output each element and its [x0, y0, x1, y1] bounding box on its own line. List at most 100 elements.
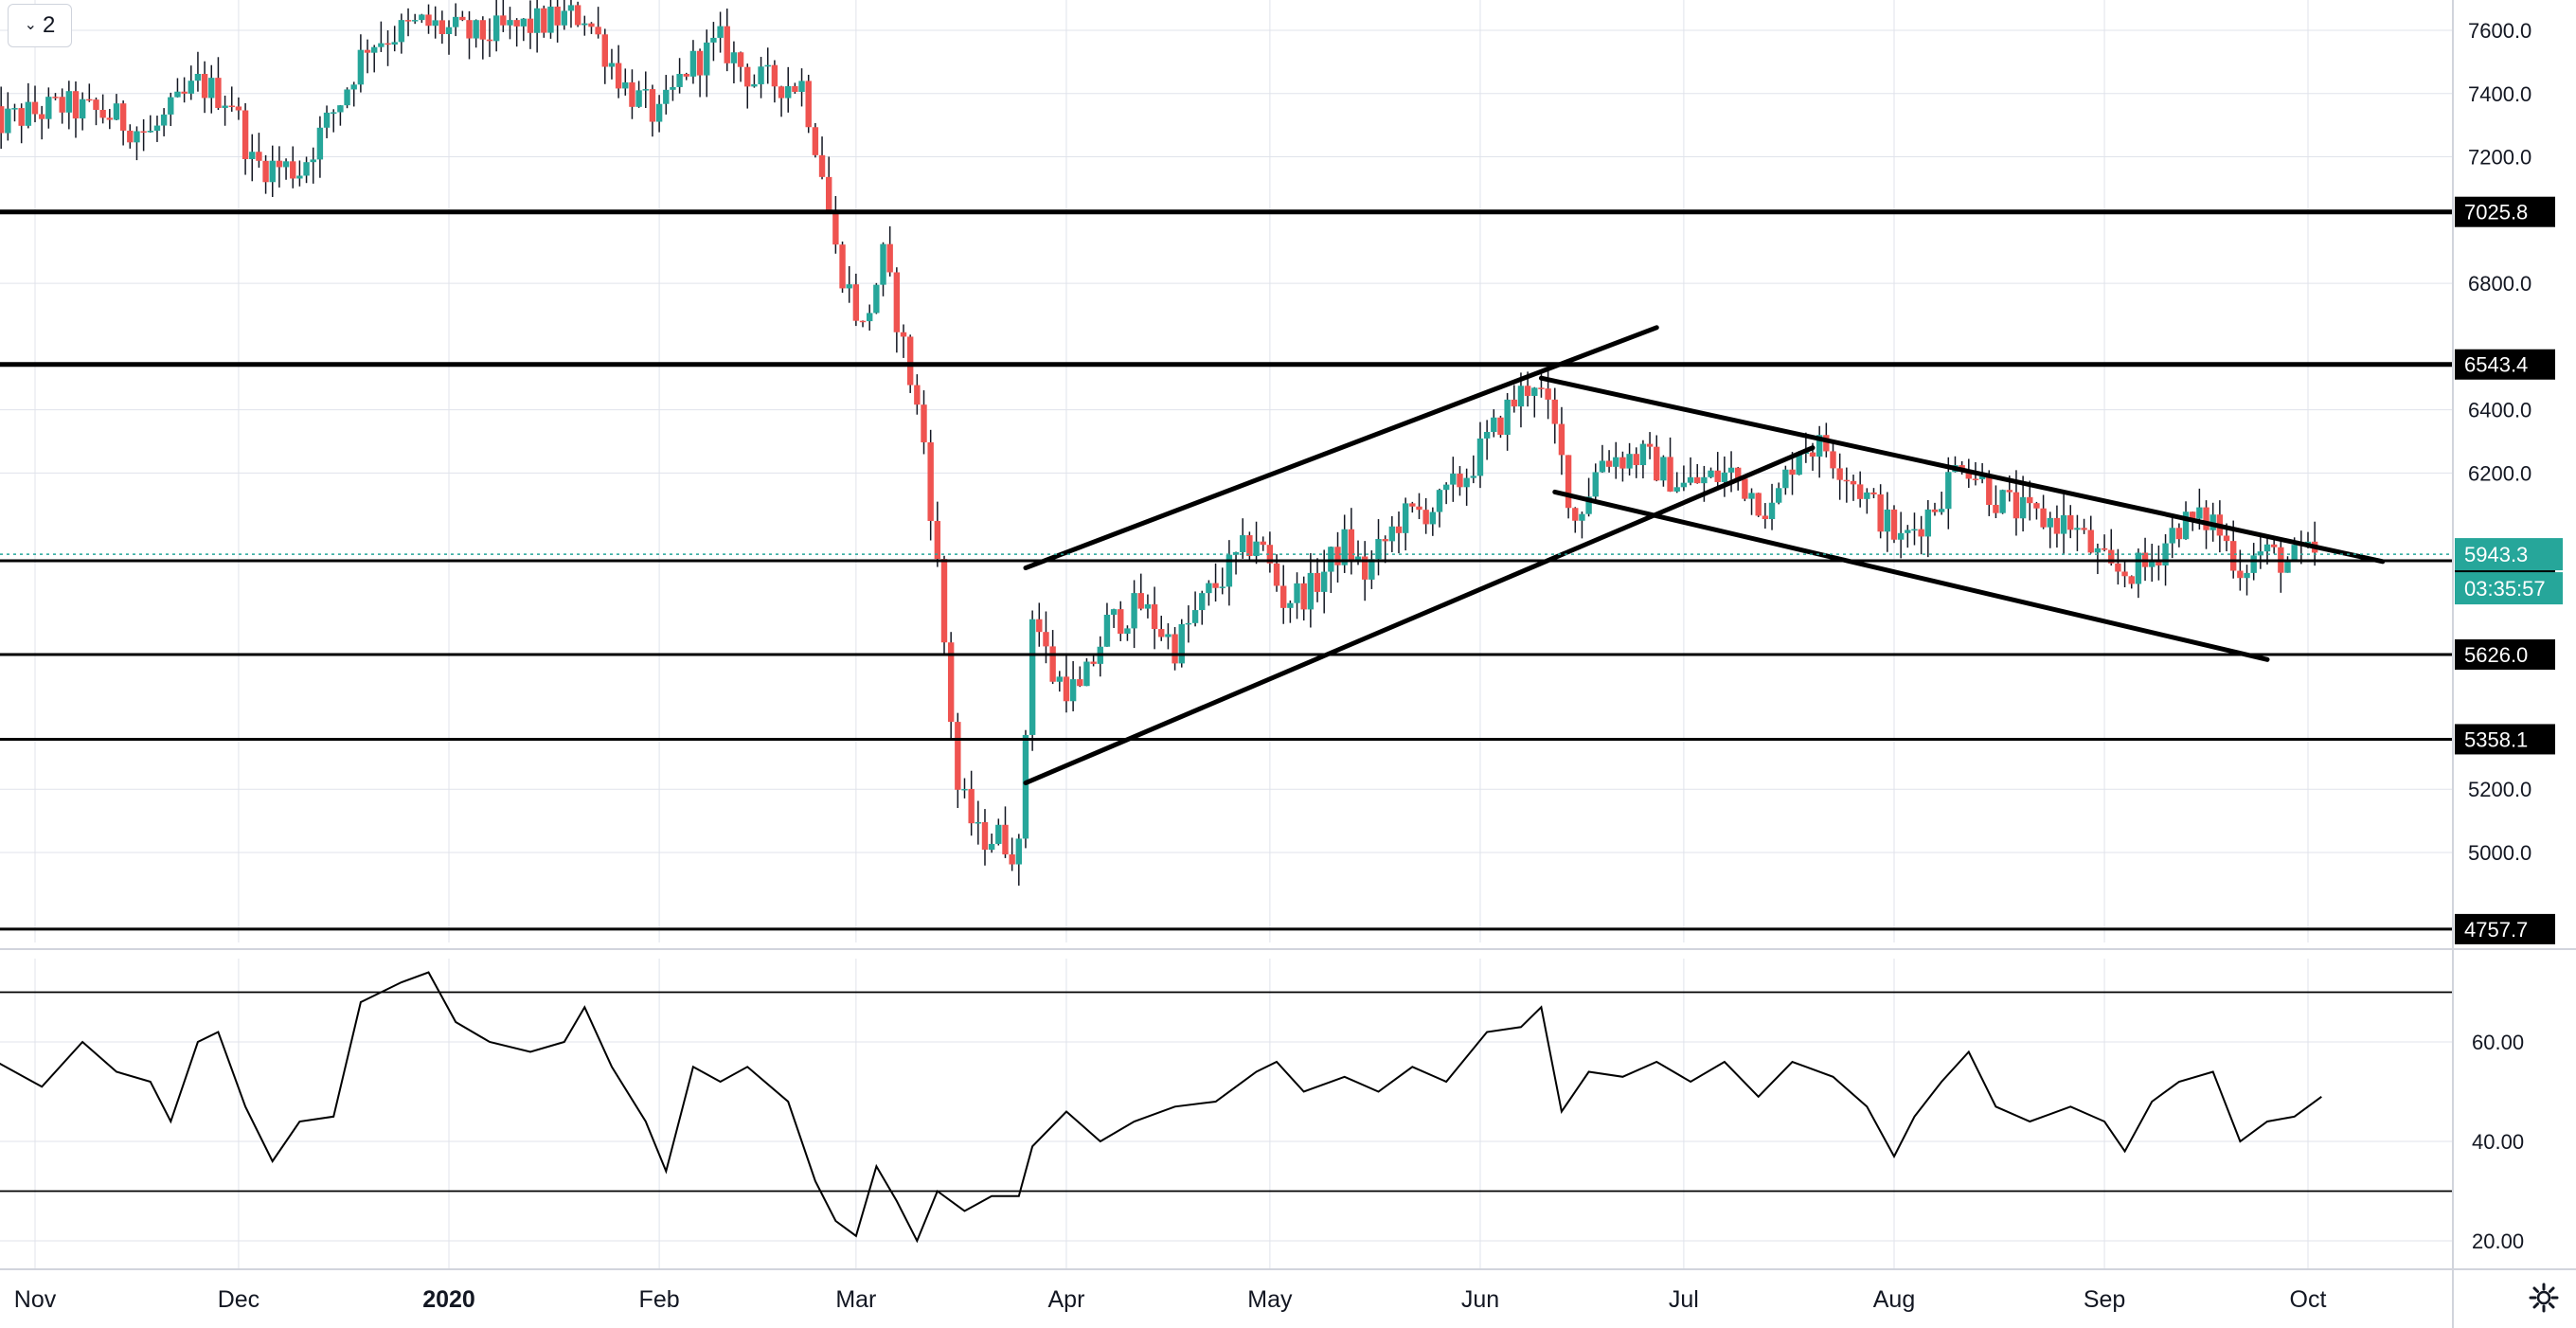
candle-body	[642, 89, 649, 91]
settings-button[interactable]	[2525, 1279, 2563, 1317]
candle-body	[72, 91, 80, 119]
candle-body	[1897, 532, 1905, 540]
candle-body	[696, 50, 704, 76]
candle-body	[31, 101, 39, 115]
candle-body	[655, 103, 663, 122]
candle-body	[975, 821, 982, 824]
candle-body	[914, 385, 921, 405]
x-tick-label: Aug	[1873, 1286, 1915, 1313]
candle-body	[1545, 388, 1551, 400]
candle-body	[1361, 556, 1368, 580]
candle-body	[880, 243, 886, 285]
candle-body	[832, 210, 839, 245]
candle-body	[873, 284, 880, 314]
candle-body	[1402, 503, 1409, 533]
candle-body	[500, 15, 507, 26]
candle-body	[2284, 561, 2291, 573]
candle-body	[1429, 511, 1437, 525]
candle-body	[1551, 399, 1558, 424]
candle-body	[1592, 472, 1599, 497]
candle-body	[1768, 502, 1776, 520]
candle-body	[1225, 554, 1233, 587]
x-tick-label: Nov	[14, 1286, 57, 1313]
candle-body	[1613, 457, 1619, 467]
candle-body	[1232, 551, 1240, 555]
candle-body	[2237, 570, 2244, 579]
candle-body	[282, 161, 290, 168]
candle-body	[1144, 604, 1152, 609]
candle-body	[242, 110, 249, 159]
candle-body	[1497, 417, 1504, 436]
candle-body	[1517, 386, 1525, 407]
trendline	[1552, 489, 2270, 662]
candle-body	[1009, 853, 1015, 865]
collapse-button[interactable]: ⌄ 2	[8, 4, 72, 47]
x-tick-label: Dec	[218, 1286, 259, 1313]
candle-body	[0, 106, 5, 134]
y-tick-label: 5200.0	[2468, 778, 2531, 801]
x-tick-label: Mar	[835, 1286, 876, 1313]
candle-body	[194, 74, 202, 81]
candle-body	[900, 332, 907, 337]
candle-body	[2081, 528, 2087, 530]
countdown-tag	[2455, 572, 2563, 605]
x-tick-label: Oct	[2290, 1286, 2327, 1313]
candle-body	[1721, 472, 1728, 482]
candle-body	[2067, 514, 2074, 530]
candle-body	[1491, 417, 1497, 433]
candle-body	[1830, 451, 1836, 469]
candle-body	[629, 81, 635, 107]
candle-body	[947, 642, 955, 723]
candle-body	[1856, 484, 1864, 499]
candle-body	[269, 160, 276, 183]
trendlines	[1023, 325, 2386, 786]
candle-body	[2182, 511, 2190, 540]
candle-body	[1206, 583, 1212, 594]
candle-body	[2250, 555, 2257, 573]
horizontal-levels	[0, 209, 2453, 931]
candle-body	[846, 284, 852, 289]
candle-body	[2203, 507, 2209, 530]
candle-body	[11, 108, 18, 110]
candle-body	[1619, 457, 1626, 469]
candle-body	[1307, 572, 1315, 610]
candle-body	[1524, 386, 1531, 396]
candle-body	[561, 10, 568, 26]
candle-body	[893, 272, 901, 332]
candle-body	[296, 175, 303, 179]
candle-body	[588, 23, 595, 27]
candle-body	[859, 320, 867, 323]
candle-body	[1504, 399, 1511, 436]
candle-body	[86, 99, 93, 101]
current-price-label: 5943.3	[2464, 543, 2528, 566]
candle-body	[350, 84, 357, 90]
candle-body	[1843, 479, 1851, 482]
candle-body	[2121, 571, 2128, 577]
candle-body	[1654, 446, 1660, 481]
candle-body	[140, 131, 147, 134]
candle-body	[1572, 508, 1579, 521]
level-tag	[2455, 196, 2555, 227]
x-tick-label: Apr	[1048, 1286, 1085, 1313]
candle-body	[168, 97, 174, 115]
candle-body	[1348, 529, 1355, 561]
candle-body	[689, 50, 697, 77]
x-tick-label: 2020	[422, 1286, 475, 1313]
candle-body	[1816, 435, 1823, 458]
candle-body	[995, 824, 1002, 844]
rsi-y-tick-label: 20.00	[2472, 1229, 2524, 1253]
countdown-label: 03:35:57	[2464, 577, 2546, 601]
candle-body	[323, 112, 331, 128]
candle-body	[1253, 541, 1260, 556]
candle-body	[1918, 529, 1924, 537]
candle-body	[1823, 435, 1830, 452]
candle-body	[1457, 474, 1463, 488]
level-label: 6543.4	[2464, 353, 2528, 377]
candle-body	[1416, 506, 1422, 511]
candle-body	[1273, 563, 1280, 586]
candle-body	[2115, 563, 2121, 572]
candle-body	[59, 97, 65, 113]
candle-body	[1069, 679, 1077, 702]
candle-body	[574, 5, 581, 26]
